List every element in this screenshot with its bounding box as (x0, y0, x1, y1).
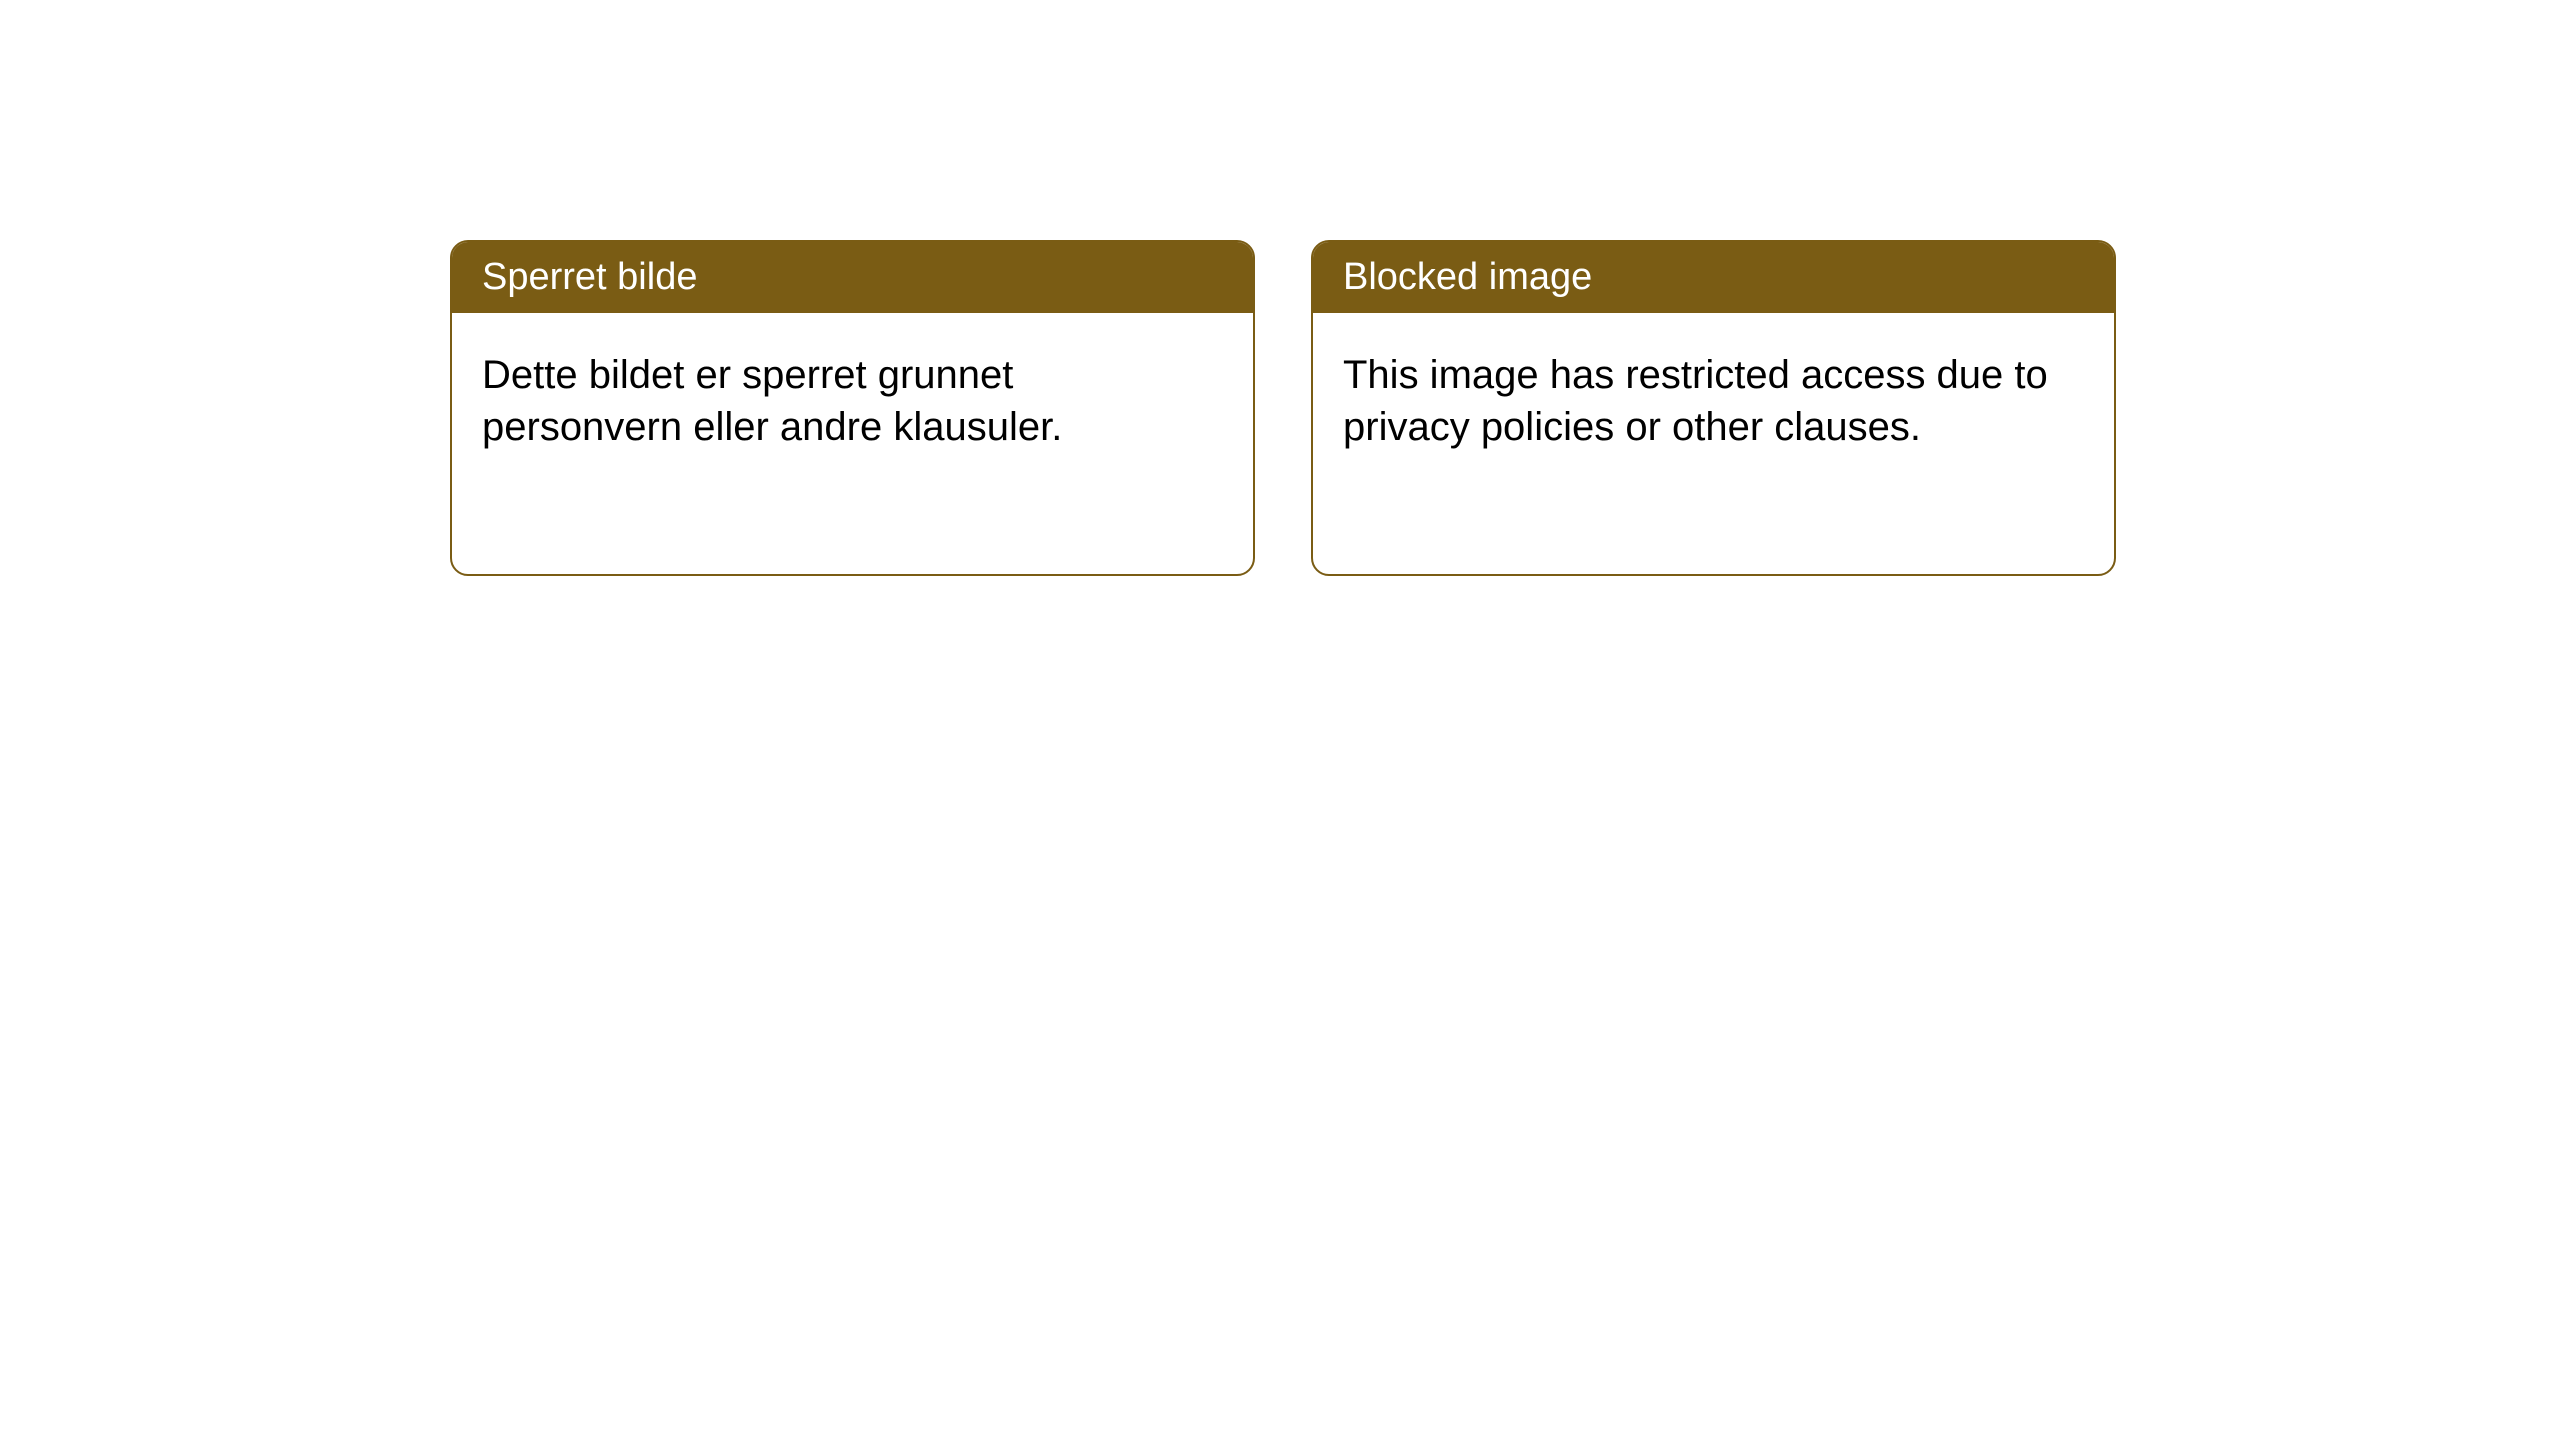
card-title-text: Blocked image (1343, 256, 1592, 298)
blocked-image-card-norwegian: Sperret bilde Dette bildet er sperret gr… (450, 240, 1255, 576)
cards-container: Sperret bilde Dette bildet er sperret gr… (450, 240, 2116, 576)
card-header: Blocked image (1313, 242, 2114, 313)
card-body: Dette bildet er sperret grunnet personve… (452, 313, 1253, 489)
card-header: Sperret bilde (452, 242, 1253, 313)
card-title-text: Sperret bilde (482, 256, 697, 298)
card-body-text: This image has restricted access due to … (1343, 353, 2048, 449)
card-body: This image has restricted access due to … (1313, 313, 2114, 489)
blocked-image-card-english: Blocked image This image has restricted … (1311, 240, 2116, 576)
card-body-text: Dette bildet er sperret grunnet personve… (482, 353, 1062, 449)
